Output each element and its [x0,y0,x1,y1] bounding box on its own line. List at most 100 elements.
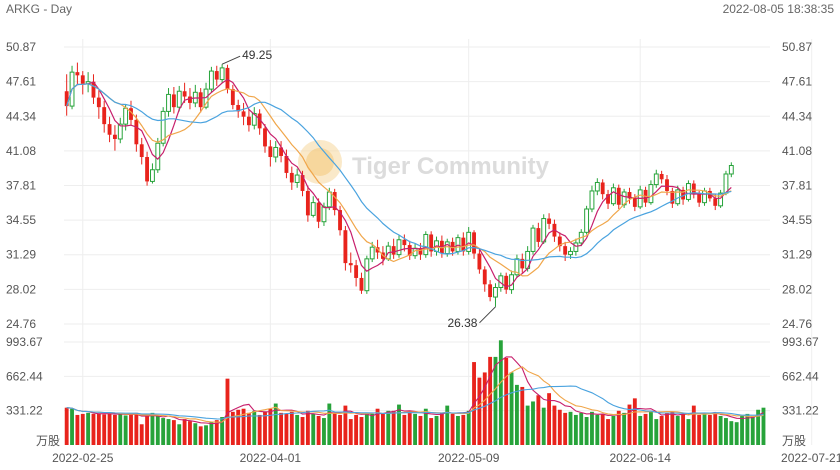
price-annotations: 49.25 26.38 [221,48,496,330]
candle-body-up [176,90,182,108]
volume-ma-fast-line [66,356,764,425]
candle-body-down [134,119,139,145]
volume-bar [161,418,166,445]
candle-body-down [236,105,241,112]
candle-body-down [488,284,493,298]
volume-bar [295,414,300,445]
candle-body-down [279,147,284,156]
volume-bar [756,409,761,445]
candle-body-down [665,179,669,191]
candle-body-up [160,110,166,144]
volume-bar [348,419,353,445]
volume-bar [611,415,616,445]
price-tick-right: 41.08 [782,144,812,158]
volume-bar [504,357,509,445]
x-tick-label: 2022-02-25 [52,451,114,465]
volume-bar [129,413,133,445]
volume-bar [697,414,702,445]
candle-body-down [139,144,144,158]
candle-body-down [504,275,509,290]
volume-bar [209,422,214,445]
volume-bar [80,413,85,445]
price-tick-left: 37.81 [6,179,36,193]
volume-bar [439,412,444,445]
volume-bar [627,404,632,445]
candle-body-down [659,173,664,180]
volume-bar [300,417,305,445]
volume-bar [718,415,723,445]
candle-body-down [713,198,718,206]
candle-body-down [91,81,96,98]
low-label: 26.38 [447,316,477,330]
volume-bar [70,408,74,445]
volume-bar [107,413,112,445]
grid-lines [64,39,813,445]
candle-body-down [354,265,359,278]
candle-body-down [316,202,321,222]
volume-bar [482,372,487,445]
candle-body-up [423,233,429,256]
candle-body-down [257,113,262,129]
price-tick-left: 28.02 [6,282,36,296]
candle-body-up [589,190,595,210]
x-tick-label: 2022-07-21 [781,451,840,465]
volume-bar [691,405,696,445]
ma-fast-line [66,78,732,288]
candle-body-down [418,248,423,255]
volume-bar [188,421,192,445]
volume-bar [252,410,257,445]
volume-bar [573,414,578,445]
volume-bar [590,411,594,445]
volume-bar [112,414,117,445]
volume-bar [745,413,750,445]
candle-body-up [594,181,600,192]
volume-bar [220,417,225,445]
volume-bar [670,411,675,445]
volume-ma-slow-line [66,385,764,420]
volume-bar [364,413,369,445]
volume-bar [375,408,380,445]
candle-body-down [429,234,434,252]
volume-tick-left: 331.22 [6,404,43,418]
watermark: Tiger Community [298,140,550,184]
candle-body-down [129,108,133,120]
volume-bar [466,410,471,445]
candle-body-down [681,189,686,200]
volume-bar [134,412,139,445]
price-tick-right: 50.87 [782,40,812,54]
volume-bar [177,424,182,445]
volume-bar [322,418,326,445]
volume-bar [236,409,241,445]
volume-bar [536,395,541,445]
volume-bar [75,414,80,445]
high-leader-line [221,55,241,65]
volume-bar [402,414,407,445]
volume-bar [563,412,568,445]
volume-bar [579,412,584,445]
volume-bar [568,411,573,445]
candle-body-down [461,237,466,252]
candle-body-down [348,263,353,266]
volume-bar [584,417,589,445]
volume-bar [654,419,659,445]
volume-bar [761,407,766,445]
chart-timestamp: 2022-08-05 18:38:35 [722,2,834,16]
volume-bar [461,414,466,445]
candle-body-down [182,91,187,97]
price-tick-right: 44.34 [782,109,812,123]
volume-bar [477,377,482,445]
volume-ma-mid-line [66,366,764,423]
x-tick-label: 2022-06-14 [610,451,672,465]
volume-bar [102,414,107,445]
price-tick-left: 41.08 [6,144,36,158]
candle-body-up [294,174,300,183]
volume-bar [204,425,208,445]
high-label: 49.25 [242,48,272,62]
candle-body-down [402,239,407,246]
candle-body-up [123,107,129,125]
volume-bar [713,413,718,445]
volume-bar [155,415,160,445]
candle-body-down [557,236,562,247]
volume-bar [541,407,546,445]
